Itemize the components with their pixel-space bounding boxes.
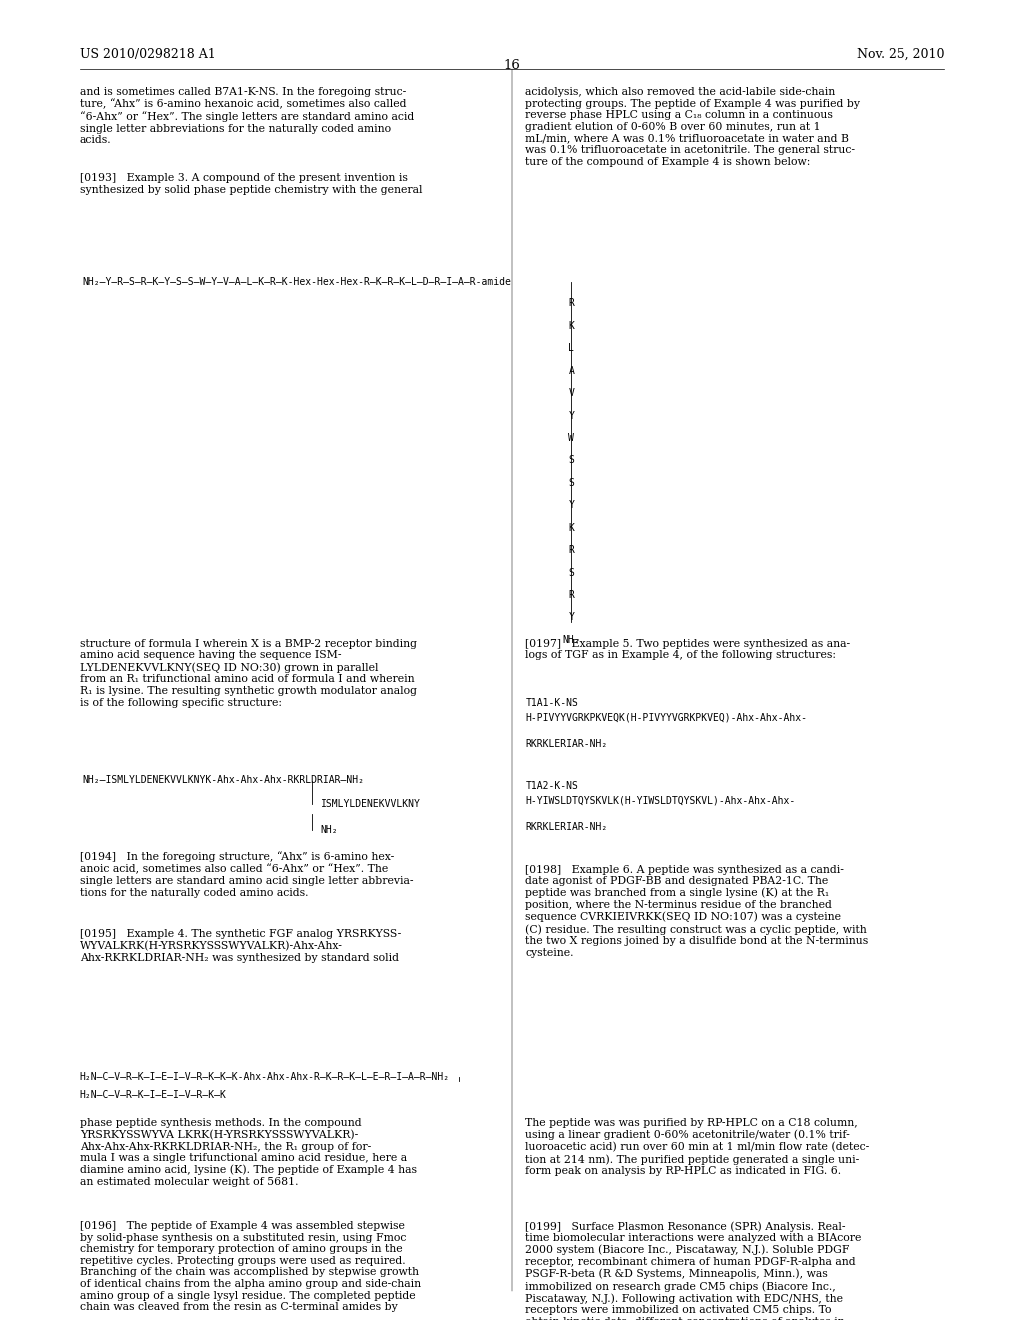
Text: K: K <box>568 321 574 331</box>
Text: Y: Y <box>568 612 574 623</box>
Text: The peptide was was purified by RP-HPLC on a C18 column,
using a linear gradient: The peptide was was purified by RP-HPLC … <box>525 1118 869 1176</box>
Text: S: S <box>568 478 574 488</box>
Text: ISMLYLDENEKVVLKNY: ISMLYLDENEKVVLKNY <box>321 799 421 809</box>
Text: H₂N–C–V–R–K–I–E–I–V–R–K–K–K-Ahx-Ahx-Ahx-R–K–R–K–L–E–R–I–A–R–NH₂: H₂N–C–V–R–K–I–E–I–V–R–K–K–K-Ahx-Ahx-Ahx-… <box>80 1072 450 1082</box>
Text: R: R <box>568 590 574 601</box>
Text: H-PIVYYVGRKPKVEQK(H-PIVYYVGRKPKVEQ)-Ahx-Ahx-Ahx-: H-PIVYYVGRKPKVEQK(H-PIVYYVGRKPKVEQ)-Ahx-… <box>525 713 807 723</box>
Text: RKRKLERIAR-NH₂: RKRKLERIAR-NH₂ <box>525 810 607 832</box>
Text: V: V <box>568 388 574 399</box>
Text: Y: Y <box>568 500 574 511</box>
Text: and is sometimes called B7A1-K-NS. In the foregoing struc-
ture, “Ahx” is 6-amin: and is sometimes called B7A1-K-NS. In th… <box>80 87 414 145</box>
Text: NH₂—ISMLYLDENEKVVLKNYK-Ahx-Ahx-Ahx-RKRLDRIAR—NH₂: NH₂—ISMLYLDENEKVVLKNYK-Ahx-Ahx-Ahx-RKRLD… <box>82 775 364 785</box>
Text: phase peptide synthesis methods. In the compound
YRSRKYSSWYVA LKRK(H-YRSRKYSSSWY: phase peptide synthesis methods. In the … <box>80 1118 417 1187</box>
Text: NH₂: NH₂ <box>562 635 581 645</box>
Text: [0194]   In the foregoing structure, “Ahx” is 6-amino hex-
anoic acid, sometimes: [0194] In the foregoing structure, “Ahx”… <box>80 851 414 898</box>
Text: A: A <box>568 366 574 376</box>
Text: [0198]   Example 6. A peptide was synthesized as a candi-
date agonist of PDGF-B: [0198] Example 6. A peptide was synthesi… <box>525 865 868 958</box>
Text: S: S <box>568 568 574 578</box>
Text: [0196]   The peptide of Example 4 was assembled stepwise
by solid-phase synthesi: [0196] The peptide of Example 4 was asse… <box>80 1221 421 1312</box>
Text: [0193]   Example 3. A compound of the present invention is
synthesized by solid : [0193] Example 3. A compound of the pres… <box>80 173 422 194</box>
Text: Nov. 25, 2010: Nov. 25, 2010 <box>857 48 944 61</box>
Text: [0195]   Example 4. The synthetic FGF analog YRSRKYSS-
WYVALKRK(H-YRSRKYSSSWYVAL: [0195] Example 4. The synthetic FGF anal… <box>80 929 401 962</box>
Text: H-YIWSLDTQYSKVLK(H-YIWSLDTQYSKVL)-Ahx-Ahx-Ahx-: H-YIWSLDTQYSKVLK(H-YIWSLDTQYSKVL)-Ahx-Ah… <box>525 796 796 807</box>
Text: acidolysis, which also removed the acid-labile side-chain
protecting groups. The: acidolysis, which also removed the acid-… <box>525 87 860 166</box>
Text: NH₂–Y–R–S–R–K–Y–S–S–W–Y–V–A–L–K–R–K-Hex-Hex-Hex-R–K–R–K–L–D–R–I–A–R-amide: NH₂–Y–R–S–R–K–Y–S–S–W–Y–V–A–L–K–R–K-Hex-… <box>82 277 511 288</box>
Text: T1A1-K-NS: T1A1-K-NS <box>525 698 579 709</box>
Text: W: W <box>568 433 574 444</box>
Text: R: R <box>568 545 574 556</box>
Text: Y: Y <box>568 411 574 421</box>
Text: RKRKLERIAR-NH₂: RKRKLERIAR-NH₂ <box>525 727 607 748</box>
Text: [0199]   Surface Plasmon Resonance (SPR) Analysis. Real-
time biomolecular inter: [0199] Surface Plasmon Resonance (SPR) A… <box>525 1221 861 1320</box>
Text: R: R <box>568 298 574 309</box>
Text: H₂N–C–V–R–K–I–E–I–V–R–K–K: H₂N–C–V–R–K–I–E–I–V–R–K–K <box>80 1090 226 1101</box>
Text: L: L <box>568 343 574 354</box>
Text: 16: 16 <box>504 59 520 73</box>
Text: S: S <box>568 455 574 466</box>
Text: [0197]   Example 5. Two peptides were synthesized as ana-
logs of TGF as in Exam: [0197] Example 5. Two peptides were synt… <box>525 639 851 660</box>
Text: NH₂: NH₂ <box>321 825 338 836</box>
Text: structure of formula I wherein X is a BMP-2 receptor binding
amino acid sequence: structure of formula I wherein X is a BM… <box>80 639 417 708</box>
Text: T1A2-K-NS: T1A2-K-NS <box>525 781 579 792</box>
Text: US 2010/0298218 A1: US 2010/0298218 A1 <box>80 48 216 61</box>
Text: K: K <box>568 523 574 533</box>
